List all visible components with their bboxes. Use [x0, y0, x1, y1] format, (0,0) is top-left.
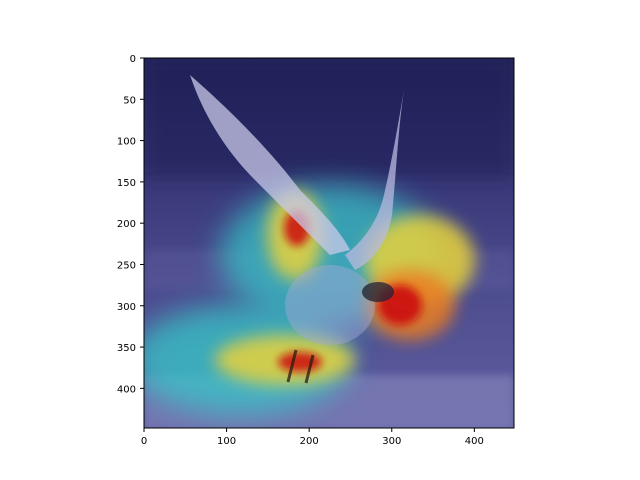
- bird-silhouette: [190, 75, 417, 384]
- heat-region-red-bottom: [278, 352, 322, 372]
- bird-left-wing: [190, 75, 350, 255]
- bird-body: [285, 265, 375, 345]
- y-tick-label: 250: [117, 260, 136, 271]
- x-tick-label: 300: [382, 436, 401, 447]
- y-tick-label: 400: [117, 384, 136, 395]
- y-tick-label: 300: [117, 302, 136, 313]
- plot-frame: [143, 57, 515, 429]
- y-tick-label: 0: [130, 54, 136, 65]
- bird-head: [362, 282, 394, 302]
- y-tick-label: 200: [117, 219, 136, 230]
- y-tick-label: 50: [123, 95, 136, 106]
- bird-right-wing: [345, 90, 404, 270]
- bird-leg-left: [286, 349, 298, 383]
- x-tick-label: 200: [300, 436, 319, 447]
- y-tick-label: 150: [117, 178, 136, 189]
- heatmap-overlay: [144, 185, 475, 415]
- x-tick-label: 0: [141, 436, 147, 447]
- y-axis: 0 50 100 150 200 250 300 350 400: [117, 54, 144, 395]
- dark-band: [144, 58, 514, 178]
- y-tick-label: 100: [117, 137, 136, 148]
- x-tick-label: 400: [465, 436, 484, 447]
- bird-beak: [390, 298, 417, 313]
- x-axis: 0 100 200 300 400: [141, 428, 484, 447]
- plot-image: [144, 58, 514, 428]
- y-tick-label: 350: [117, 343, 136, 354]
- x-tick-label: 100: [217, 436, 236, 447]
- bird-leg-right: [304, 354, 315, 384]
